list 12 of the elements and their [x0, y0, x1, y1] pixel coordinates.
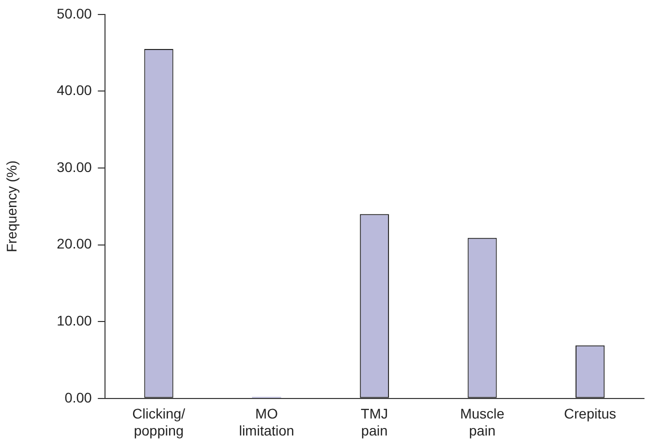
y-tick-label: 30.00 — [56, 158, 92, 175]
y-tick-label: 10.00 — [56, 312, 92, 328]
x-tick-label: Crepitus — [564, 406, 616, 422]
x-tick-label: TMJ pain — [360, 406, 388, 438]
y-axis-title: Frequency (%) — [3, 160, 20, 252]
y-tick-label: 20.00 — [56, 236, 92, 252]
x-tick-label: Clicking/ popping — [132, 406, 186, 438]
y-tick-label: 0.00 — [64, 389, 92, 406]
y-tick-label: 50.00 — [56, 5, 92, 22]
x-tick-label: MO limitation — [238, 406, 294, 438]
y-tick-label: 40.00 — [56, 82, 92, 98]
x-tick-label: Muscle pain — [460, 406, 505, 438]
